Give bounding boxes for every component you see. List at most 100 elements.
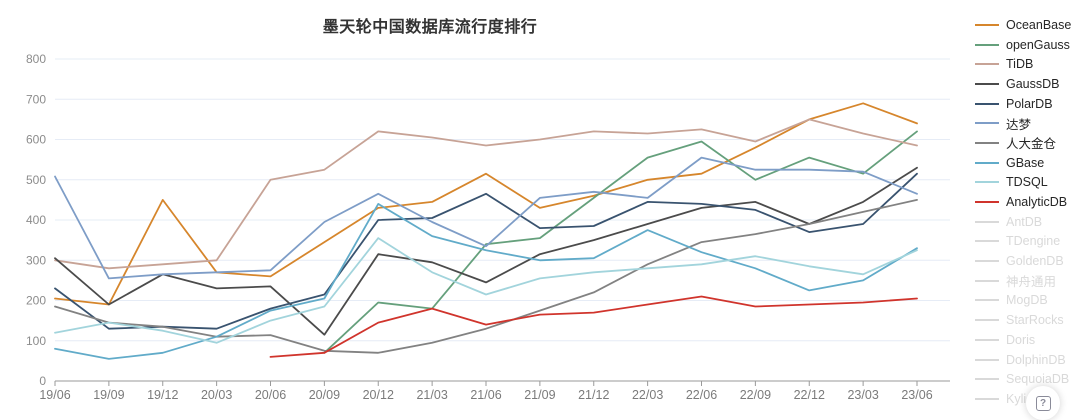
legend-item-神舟通用[interactable]: 神舟通用 xyxy=(975,271,1079,291)
legend-item-MogDB[interactable]: MogDB xyxy=(975,291,1079,311)
y-axis-label-400: 400 xyxy=(26,213,46,227)
x-axis-label-21/09: 21/09 xyxy=(524,388,555,402)
help-icon: ? xyxy=(1035,395,1051,411)
legend-swatch-OceanBase xyxy=(975,23,999,26)
x-axis-label-23/06: 23/06 xyxy=(901,388,932,402)
y-axis-label-300: 300 xyxy=(26,253,46,267)
x-axis-label-21/03: 21/03 xyxy=(416,388,447,402)
x-axis-label-19/12: 19/12 xyxy=(147,388,178,402)
legend-label-GoldenDB: GoldenDB xyxy=(1006,254,1064,269)
legend-swatch-AnalyticDB xyxy=(975,201,999,204)
legend-label-PolarDB: PolarDB xyxy=(1006,96,1053,111)
legend-item-AntDB[interactable]: AntDB xyxy=(975,212,1079,232)
legend-swatch-PolarDB xyxy=(975,102,999,105)
x-axis-label-22/06: 22/06 xyxy=(686,388,717,402)
y-axis-label-700: 700 xyxy=(26,92,46,106)
legend-swatch-openGauss xyxy=(975,43,999,46)
x-axis-label-23/03: 23/03 xyxy=(847,388,878,402)
legend-label-GBase: GBase xyxy=(1006,155,1045,170)
legend-label-DolphinDB: DolphinDB xyxy=(1006,352,1066,367)
legend-swatch-TiDB xyxy=(975,63,999,66)
legend-label-OceanBase: OceanBase xyxy=(1006,17,1072,32)
series-line-TDSQL xyxy=(54,237,918,344)
legend-swatch-人大金仓 xyxy=(975,141,999,144)
x-axis-label-22/12: 22/12 xyxy=(794,388,825,402)
y-axis-label-200: 200 xyxy=(26,294,46,308)
legend: OceanBase openGauss TiDB GaussDB PolarDB 达梦人大… xyxy=(975,15,1079,409)
series-line-AnalyticDB xyxy=(269,295,918,358)
legend-item-GaussDB[interactable]: GaussDB xyxy=(975,74,1079,94)
legend-item-GBase[interactable]: GBase xyxy=(975,153,1079,173)
series-line-openGauss xyxy=(323,130,918,354)
legend-label-TiDB: TiDB xyxy=(1006,57,1034,72)
legend-item-达梦[interactable]: 达梦 xyxy=(975,113,1079,133)
legend-item-AnalyticDB[interactable]: AnalyticDB xyxy=(975,192,1079,212)
legend-label-StarRocks: StarRocks xyxy=(1006,313,1064,328)
legend-label-TDengine: TDengine xyxy=(1006,234,1061,249)
series-line-TiDB xyxy=(54,118,918,270)
series-line-OceanBase xyxy=(54,102,918,306)
legend-item-GoldenDB[interactable]: GoldenDB xyxy=(975,251,1079,271)
legend-label-神舟通用: 神舟通用 xyxy=(1006,275,1057,290)
legend-swatch-TDengine xyxy=(975,240,999,243)
y-axis-label-800: 800 xyxy=(26,52,46,66)
legend-item-TiDB[interactable]: TiDB xyxy=(975,54,1079,74)
x-axis-label-20/09: 20/09 xyxy=(309,388,340,402)
legend-item-OceanBase[interactable]: OceanBase xyxy=(975,15,1079,35)
y-axis-label-100: 100 xyxy=(26,334,46,348)
legend-label-Doris: Doris xyxy=(1006,332,1036,347)
legend-label-MogDB: MogDB xyxy=(1006,293,1048,308)
legend-item-openGauss[interactable]: openGauss xyxy=(975,35,1079,55)
legend-label-TDSQL: TDSQL xyxy=(1006,175,1048,190)
series-line-PolarDB xyxy=(54,172,918,330)
legend-label-达梦: 达梦 xyxy=(1006,117,1032,132)
legend-item-StarRocks[interactable]: StarRocks xyxy=(975,310,1079,330)
legend-swatch-GBase xyxy=(975,161,999,164)
legend-label-SequoiaDB: SequoiaDB xyxy=(1006,372,1070,387)
legend-item-PolarDB[interactable]: PolarDB xyxy=(975,94,1079,114)
x-axis-label-22/03: 22/03 xyxy=(632,388,663,402)
legend-label-GaussDB: GaussDB xyxy=(1006,76,1060,91)
y-axis-label-0: 0 xyxy=(39,374,46,388)
series-line-GaussDB xyxy=(54,166,918,336)
legend-swatch-AntDB xyxy=(975,220,999,223)
legend-item-Doris[interactable]: Doris xyxy=(975,330,1079,350)
chart-title: 墨天轮中国数据库流行度排行 xyxy=(322,19,538,36)
legend-swatch-神舟通用 xyxy=(975,279,999,282)
legend-swatch-达梦 xyxy=(975,122,999,125)
x-axis-label-21/06: 21/06 xyxy=(470,388,501,402)
legend-swatch-GaussDB xyxy=(975,82,999,85)
legend-label-人大金仓: 人大金仓 xyxy=(1006,137,1057,152)
legend-item-SequoiaDB[interactable]: SequoiaDB xyxy=(975,369,1079,389)
y-axis-label-500: 500 xyxy=(26,173,46,187)
legend-swatch-GoldenDB xyxy=(975,260,999,263)
legend-label-AntDB: AntDB xyxy=(1006,214,1043,229)
x-axis-label-20/06: 20/06 xyxy=(255,388,286,402)
series-line-达梦 xyxy=(54,156,918,280)
series-line-人大金仓 xyxy=(54,198,918,354)
x-axis-label-22/09: 22/09 xyxy=(740,388,771,402)
legend-swatch-MogDB xyxy=(975,299,999,302)
x-axis-label-21/12: 21/12 xyxy=(578,388,609,402)
legend-label-openGauss: openGauss xyxy=(1006,37,1070,52)
legend-swatch-DolphinDB xyxy=(975,358,999,361)
help-button[interactable]: ? xyxy=(1026,386,1060,420)
legend-swatch-SequoiaDB xyxy=(975,378,999,381)
x-axis-label-19/09: 19/09 xyxy=(93,388,124,402)
legend-swatch-TDSQL xyxy=(975,181,999,184)
series-line-GBase xyxy=(54,202,918,360)
x-axis-label-20/12: 20/12 xyxy=(363,388,394,402)
legend-label-AnalyticDB: AnalyticDB xyxy=(1006,195,1068,210)
y-axis-label-600: 600 xyxy=(26,133,46,147)
legend-swatch-Kylige xyxy=(975,397,999,400)
legend-item-人大金仓[interactable]: 人大金仓 xyxy=(975,133,1079,153)
x-axis-label-20/03: 20/03 xyxy=(201,388,232,402)
legend-item-TDengine[interactable]: TDengine xyxy=(975,232,1079,252)
legend-swatch-Doris xyxy=(975,338,999,341)
legend-item-TDSQL[interactable]: TDSQL xyxy=(975,173,1079,193)
legend-item-DolphinDB[interactable]: DolphinDB xyxy=(975,350,1079,370)
x-axis-label-19/06: 19/06 xyxy=(39,388,70,402)
legend-swatch-StarRocks xyxy=(975,319,999,322)
